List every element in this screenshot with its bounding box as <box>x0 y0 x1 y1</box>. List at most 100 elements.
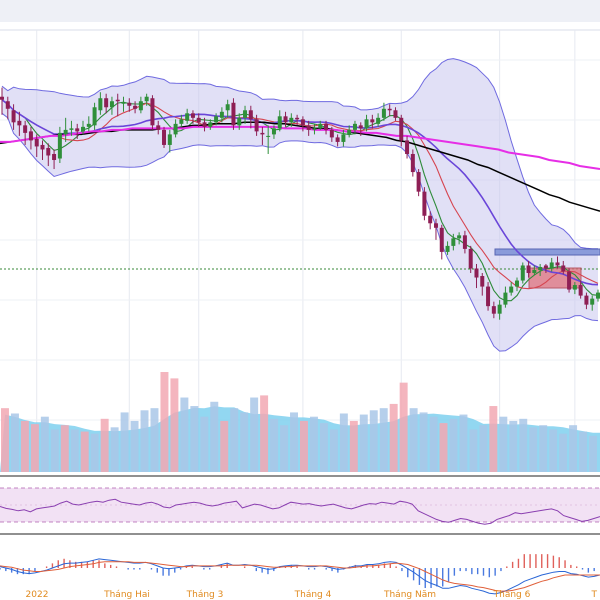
candle-48 <box>271 125 276 139</box>
candle-43 <box>243 105 248 124</box>
candle-81 <box>462 230 467 254</box>
candle-85 <box>486 282 491 311</box>
candle-60 <box>341 129 346 147</box>
rsi-pane <box>0 487 600 525</box>
candlesticks <box>0 87 600 320</box>
candle-76 <box>433 218 438 240</box>
candle-25 <box>138 96 143 114</box>
volume-bar-34 <box>329 429 338 472</box>
candle-89 <box>509 282 514 296</box>
volume-bar-6 <box>50 429 59 472</box>
volume-bar-18 <box>170 378 179 472</box>
candle-23 <box>127 98 132 112</box>
candle-31 <box>173 119 178 138</box>
candle-35 <box>196 113 201 127</box>
candle-26 <box>144 93 149 106</box>
volume-bar-2 <box>10 413 19 472</box>
candle-4 <box>17 111 22 136</box>
volume-bar-11 <box>100 418 109 472</box>
candle-95 <box>543 263 548 274</box>
candle-93 <box>532 265 537 275</box>
candle-50 <box>283 111 288 127</box>
candle-100 <box>572 282 577 295</box>
volume-bar-37 <box>359 414 368 472</box>
volume-bar-40 <box>389 403 398 472</box>
volume-bar-5 <box>40 416 49 472</box>
volume-bar-4 <box>30 424 39 472</box>
volume-bars <box>1 372 597 472</box>
volume-bar-20 <box>190 406 199 472</box>
bollinger-upper-line <box>1 58 599 250</box>
candle-11 <box>57 126 62 164</box>
candle-36 <box>202 117 207 132</box>
volume-bar-54 <box>529 427 538 472</box>
volume-bar-60 <box>589 435 597 472</box>
candle-75 <box>428 211 433 230</box>
candle-97 <box>555 256 560 269</box>
candle-10 <box>52 149 57 170</box>
x-tick-label: 2022 <box>26 590 49 600</box>
candle-27 <box>150 95 155 130</box>
candle-83 <box>474 263 479 289</box>
candle-103 <box>590 295 595 311</box>
x-tick-label: Tháng 6 <box>493 590 531 600</box>
candle-96 <box>549 257 554 272</box>
price-pane <box>0 58 600 352</box>
resistance-box <box>494 248 600 256</box>
candle-70 <box>399 114 404 147</box>
volume-bar-42 <box>409 408 418 472</box>
candle-104 <box>596 289 600 302</box>
volume-bar-49 <box>479 425 488 472</box>
candle-98 <box>561 260 566 275</box>
volume-bar-30 <box>290 412 298 472</box>
candle-16 <box>86 116 91 132</box>
volume-bar-9 <box>80 431 89 472</box>
bollinger-band-fill <box>2 58 598 352</box>
volume-bar-51 <box>499 416 508 472</box>
candle-88 <box>503 286 508 308</box>
candle-74 <box>422 187 427 221</box>
volume-bar-7 <box>60 425 69 472</box>
candle-82 <box>468 245 473 274</box>
candle-79 <box>451 233 456 251</box>
candle-33 <box>185 108 190 124</box>
candle-101 <box>578 280 583 299</box>
macd-signal-line <box>0 561 600 592</box>
volume-bar-16 <box>150 408 159 472</box>
volume-bar-17 <box>160 372 169 472</box>
volume-bar-8 <box>70 429 79 472</box>
x-tick-label: Tháng Năm <box>383 590 436 600</box>
volume-bar-56 <box>549 429 558 472</box>
candle-58 <box>329 126 334 142</box>
candle-30 <box>167 129 172 153</box>
candle-92 <box>526 260 531 278</box>
candle-17 <box>92 102 97 130</box>
candle-38 <box>214 113 219 126</box>
volume-bar-46 <box>449 418 458 472</box>
volume-bar-12 <box>110 427 119 472</box>
candle-29 <box>162 126 167 148</box>
candle-62 <box>352 120 357 135</box>
volume-bar-29 <box>280 425 289 472</box>
candle-46 <box>260 126 265 145</box>
x-tick-label: Tháng 3 <box>186 590 224 600</box>
ma-20-line <box>1 99 599 286</box>
volume-bar-24 <box>230 408 239 472</box>
candle-12 <box>63 117 68 142</box>
volume-bar-21 <box>200 416 209 472</box>
rsi-line <box>0 498 600 525</box>
volume-bar-10 <box>90 433 99 472</box>
candle-94 <box>538 263 543 277</box>
volume-bar-59 <box>579 431 588 472</box>
candle-69 <box>393 107 398 121</box>
volume-bar-25 <box>240 412 249 472</box>
candle-102 <box>584 292 589 310</box>
candle-91 <box>520 262 525 284</box>
candle-49 <box>277 110 282 132</box>
candle-53 <box>300 116 305 132</box>
candle-65 <box>370 114 375 129</box>
candle-41 <box>231 98 236 130</box>
candle-39 <box>219 107 224 123</box>
candle-24 <box>133 101 138 114</box>
volume-bar-55 <box>539 425 548 472</box>
